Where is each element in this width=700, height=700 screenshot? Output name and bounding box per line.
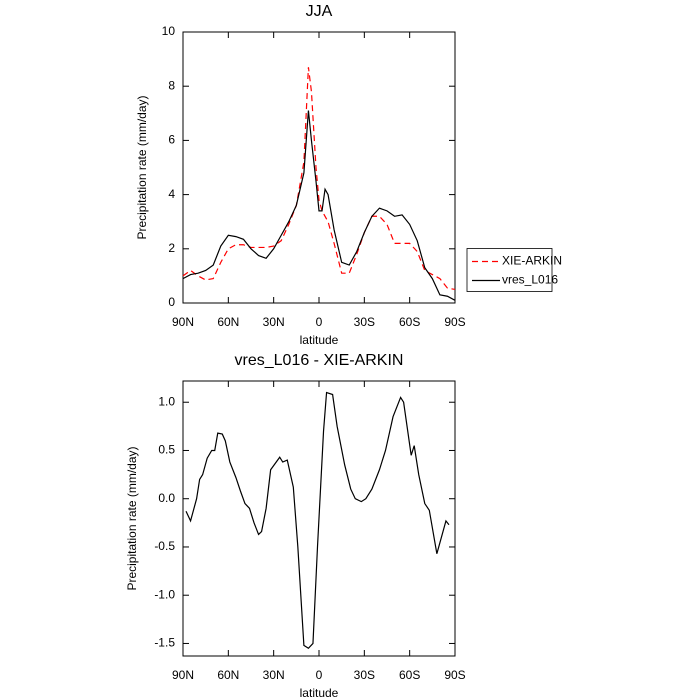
legend-label: XIE-ARKIN xyxy=(502,254,562,268)
y-tick-label: 2 xyxy=(168,241,175,255)
x-tick-label: 90S xyxy=(444,315,465,329)
y-tick-label: 0.0 xyxy=(158,491,175,505)
plot-frame xyxy=(182,31,456,304)
x-axis-label: latitude xyxy=(300,333,339,347)
x-tick-label: 60N xyxy=(217,668,239,682)
y-tick-label: 4 xyxy=(168,187,175,201)
plot-frame xyxy=(182,380,456,657)
x-tick-label: 30N xyxy=(263,315,285,329)
x-axis-label: latitude xyxy=(300,686,339,700)
y-axis-label: Precipitation rate (mm/day) xyxy=(135,95,149,239)
chart-title: vres_L016 - XIE-ARKIN xyxy=(235,352,404,369)
y-tick-label: 0.5 xyxy=(158,443,175,457)
series-line xyxy=(185,391,450,650)
series-line xyxy=(182,110,456,301)
x-tick-label: 90S xyxy=(444,668,465,682)
y-tick-label: 6 xyxy=(168,133,175,147)
x-tick-label: 90N xyxy=(172,315,194,329)
y-tick-label: 10 xyxy=(162,24,176,38)
y-tick-label: 0 xyxy=(168,295,175,309)
y-tick-label: -1.0 xyxy=(154,587,175,601)
x-tick-label: 0 xyxy=(316,315,323,329)
y-tick-label: -0.5 xyxy=(154,539,175,553)
x-tick-label: 90N xyxy=(172,668,194,682)
legend-label: vres_L016 xyxy=(502,273,558,287)
y-tick-label: 1.0 xyxy=(158,394,175,408)
y-tick-label: -1.5 xyxy=(154,636,175,650)
x-tick-label: 0 xyxy=(316,668,323,682)
x-tick-label: 30S xyxy=(354,315,375,329)
chart-title: JJA xyxy=(306,3,333,20)
series-line xyxy=(182,67,456,291)
x-tick-label: 30S xyxy=(354,668,375,682)
x-tick-label: 60S xyxy=(399,668,420,682)
x-tick-label: 60N xyxy=(217,315,239,329)
y-tick-label: 8 xyxy=(168,78,175,92)
legend-box xyxy=(466,248,553,292)
x-tick-label: 30N xyxy=(263,668,285,682)
y-axis-label: Precipitation rate (mm/day) xyxy=(125,446,139,590)
x-tick-label: 60S xyxy=(399,315,420,329)
